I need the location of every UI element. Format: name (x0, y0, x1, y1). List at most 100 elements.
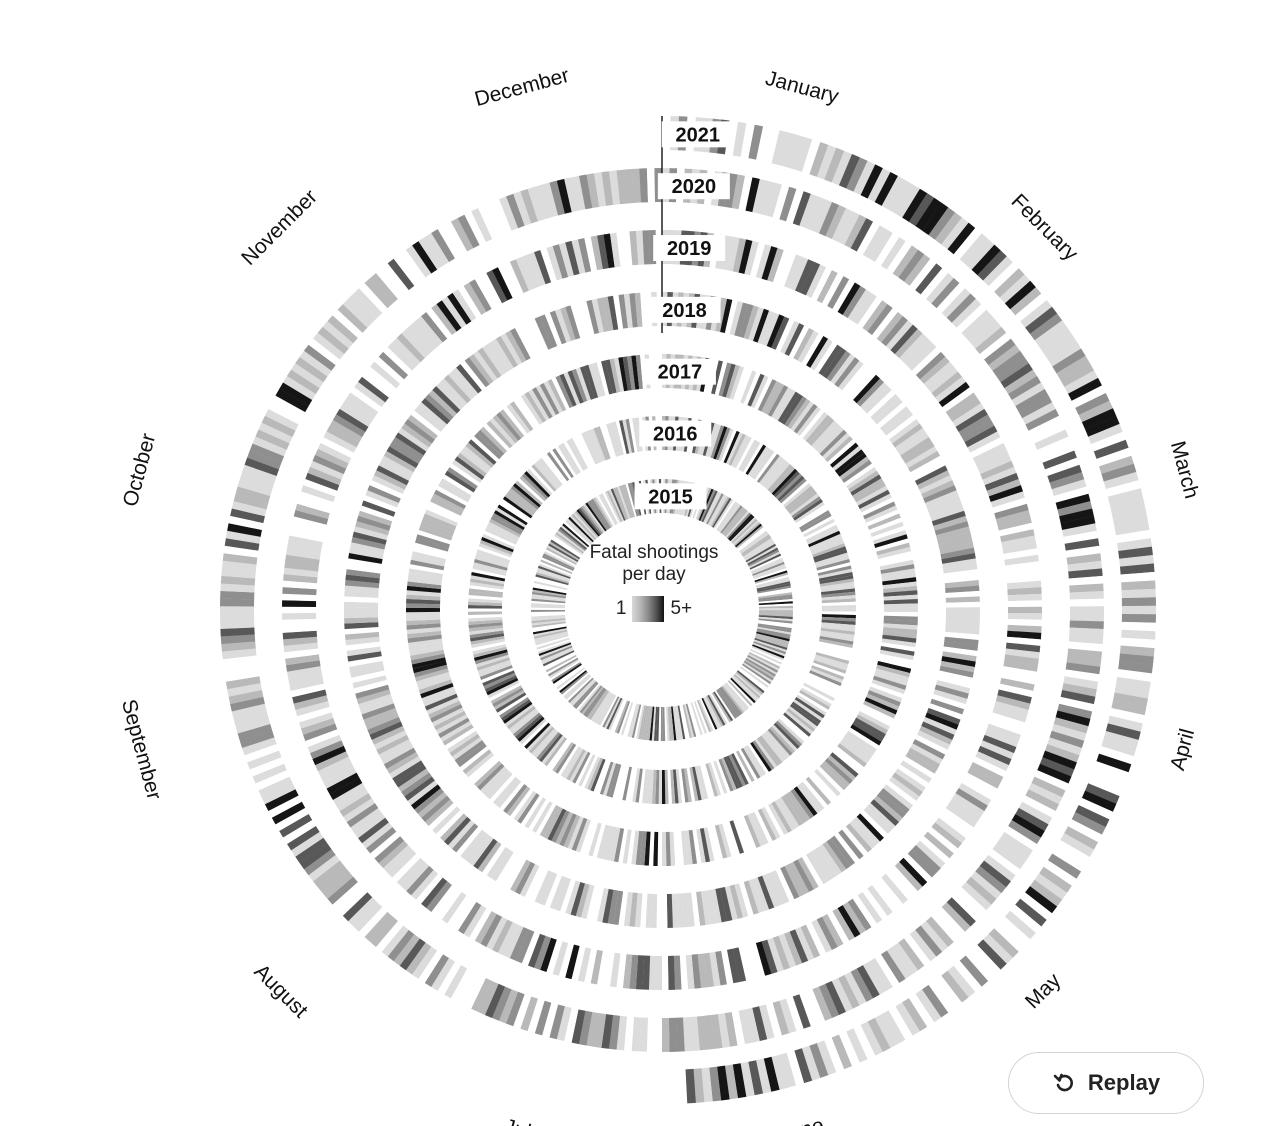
day-mark (811, 665, 845, 681)
day-mark (417, 791, 448, 818)
day-mark (867, 513, 901, 530)
day-mark (952, 403, 985, 427)
replay-button[interactable]: Replay (1008, 1052, 1204, 1114)
day-mark (691, 891, 701, 927)
day-mark (358, 510, 393, 526)
day-mark (720, 886, 733, 922)
day-mark (480, 273, 503, 306)
day-mark (591, 886, 604, 922)
day-mark (490, 515, 523, 535)
day-mark (982, 734, 1017, 754)
day-mark (249, 443, 285, 463)
day-mark (615, 765, 627, 800)
day-mark (764, 805, 785, 838)
day-mark (683, 768, 692, 803)
day-mark (598, 494, 617, 526)
day-mark (934, 975, 962, 1008)
day-mark (613, 357, 625, 392)
day-mark (758, 607, 793, 611)
day-mark (514, 325, 536, 359)
day-mark (928, 500, 963, 517)
day-mark (897, 432, 929, 456)
day-mark (1034, 770, 1069, 791)
day-mark (540, 937, 557, 972)
day-mark (700, 764, 712, 799)
day-mark (635, 354, 644, 390)
day-mark (261, 415, 296, 438)
day-mark (424, 393, 454, 421)
day-mark (493, 414, 519, 444)
day-mark (569, 678, 595, 705)
day-mark (317, 326, 349, 355)
day-mark (436, 485, 468, 506)
day-mark (559, 526, 588, 550)
year-label-2021: 2021 (675, 124, 720, 146)
day-mark (820, 585, 855, 593)
day-mark (720, 686, 743, 715)
day-mark (320, 437, 354, 458)
day-mark (353, 679, 388, 694)
day-mark (925, 490, 959, 508)
day-mark (753, 308, 770, 343)
day-mark (638, 705, 647, 740)
day-mark (544, 737, 568, 767)
day-mark (406, 865, 434, 896)
day-mark (365, 490, 399, 508)
day-mark (464, 974, 486, 1009)
day-mark (696, 1015, 708, 1051)
day-mark (759, 735, 783, 765)
day-mark (655, 955, 662, 990)
day-mark (826, 350, 851, 382)
day-mark (718, 758, 734, 792)
day-mark (464, 211, 486, 246)
day-mark (521, 720, 549, 747)
day-mark (854, 717, 886, 739)
day-mark (468, 625, 503, 632)
day-mark (1105, 480, 1141, 497)
month-label-july: July (501, 1115, 544, 1126)
day-mark (771, 724, 798, 752)
day-mark (433, 710, 467, 731)
day-mark (558, 528, 587, 552)
day-mark (956, 887, 987, 916)
day-mark (532, 624, 567, 633)
day-mark (471, 571, 506, 582)
day-mark (789, 493, 820, 517)
day-mark (499, 196, 519, 231)
day-mark (883, 623, 918, 630)
day-mark (524, 722, 551, 749)
day-mark (733, 819, 749, 853)
day-mark (623, 891, 633, 927)
day-mark (351, 670, 386, 684)
day-mark (739, 303, 754, 339)
day-mark (822, 432, 850, 460)
day-mark (290, 522, 326, 537)
day-mark (420, 877, 448, 908)
day-mark (756, 581, 791, 591)
day-mark (873, 795, 903, 823)
day-mark (499, 409, 525, 439)
day-mark (536, 459, 561, 489)
day-mark (845, 823, 872, 853)
day-mark (785, 996, 804, 1032)
day-mark (880, 564, 915, 575)
replay-label: Replay (1087, 1070, 1161, 1095)
day-mark (1029, 313, 1063, 341)
day-mark (268, 795, 302, 818)
day-mark (426, 881, 452, 912)
day-mark (1034, 429, 1069, 450)
day-mark (347, 558, 382, 569)
day-mark (531, 591, 566, 599)
day-mark (543, 806, 563, 839)
day-mark (407, 581, 442, 590)
day-mark (477, 429, 505, 457)
day-mark (938, 812, 970, 839)
day-mark (450, 968, 474, 1002)
day-mark (883, 585, 918, 593)
day-mark (295, 356, 328, 383)
day-mark (1001, 672, 1036, 685)
day-mark (757, 623, 792, 631)
day-mark (370, 916, 398, 947)
day-mark (471, 638, 506, 649)
day-mark (491, 849, 514, 882)
